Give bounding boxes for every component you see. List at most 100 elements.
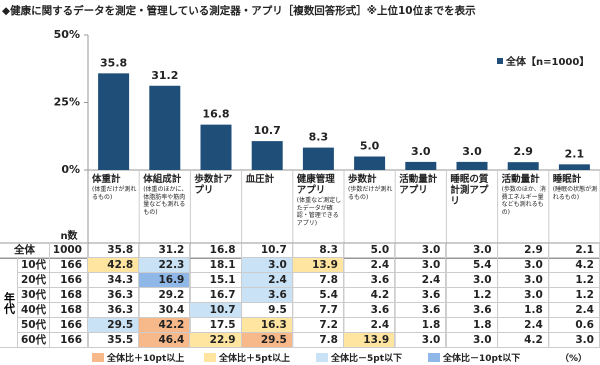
table-cell: 3.6	[446, 303, 498, 318]
page-title: ◆健康に関するデータを測定・管理している測定器・アプリ［複数回答形式］※上位10…	[2, 5, 476, 17]
table-cell: 1.2	[548, 273, 600, 288]
table-cell: 5.4	[446, 258, 498, 273]
value-label: 2.9	[513, 145, 533, 158]
category-label: 健康管理アプリ (体重など測定したデータが確認・管理できるアプリ)	[296, 174, 342, 227]
table-cell: 3.6	[395, 288, 447, 303]
y-tick-label: 25%	[54, 96, 80, 109]
y-tick-label: 0%	[61, 163, 80, 176]
legend-swatch	[204, 352, 216, 362]
table-cell: 36.3	[88, 303, 140, 318]
row-label: 40代	[18, 303, 50, 318]
table-cell: 7.8	[292, 273, 344, 288]
value-label: 35.8	[100, 56, 127, 69]
table-cell: 36.3	[88, 288, 140, 303]
table-cell: 4.2	[497, 333, 549, 348]
table-cell: 3.6	[395, 303, 447, 318]
table-cell: 16.3	[241, 318, 293, 333]
row-n: 168	[50, 288, 88, 303]
value-label: 31.2	[151, 69, 178, 82]
table-cell: 16.9	[139, 273, 191, 288]
value-label: 5.0	[360, 140, 380, 153]
table-legend-item: 全体比－10pt以下	[428, 351, 520, 364]
row-n: 166	[50, 273, 88, 288]
table-legend-item: 全体比＋10pt以上	[92, 351, 185, 364]
table-cell: 1.2	[446, 288, 498, 303]
table-cell: 22.9	[190, 333, 242, 348]
table-cell: 13.9	[344, 333, 396, 348]
category-note: (体重など測定したデータが確認・管理できるアプリ)	[296, 197, 342, 227]
table-cell: 42.2	[139, 318, 191, 333]
table-cell: 3.0	[497, 288, 549, 303]
row-label: 60代	[18, 333, 50, 348]
table-cell: 3.0	[241, 258, 293, 273]
table-cell: 16.7	[190, 288, 242, 303]
table-cell: 2.4	[497, 318, 549, 333]
table-cell: 3.6	[344, 303, 396, 318]
category-label: 歩数計アプリ	[194, 174, 233, 196]
legend-swatch	[497, 58, 503, 64]
table-cell: 9.5	[241, 303, 293, 318]
table-cell: 5.0	[344, 243, 396, 258]
row-n: 166	[50, 318, 88, 333]
category-label: 睡眠の質計測アプリ	[450, 174, 489, 207]
bar	[456, 161, 488, 170]
category-note: (体重だけが測れるもの)	[92, 186, 137, 201]
table-cell: 7.2	[292, 318, 344, 333]
table-cell: 10.7	[241, 243, 293, 258]
table-cell: 1.2	[548, 288, 600, 303]
table-cell: 2.4	[548, 303, 600, 318]
table-cell: 4.2	[344, 288, 396, 303]
value-label: 10.7	[254, 124, 281, 137]
bar	[405, 161, 437, 170]
y-tick-label: 50%	[54, 28, 80, 41]
table-cell: 10.7	[190, 303, 242, 318]
table-cell: 3.0	[446, 273, 498, 288]
table-cell: 5.4	[292, 288, 344, 303]
category-label: 血圧計	[245, 174, 275, 185]
bar	[302, 147, 334, 170]
legend-swatch	[92, 352, 104, 362]
table-cell: 22.3	[139, 258, 191, 273]
table-cell: 34.3	[88, 273, 140, 288]
legend-swatch	[316, 352, 328, 362]
category-label: 活動量計アプリ	[399, 174, 438, 196]
value-label: 3.0	[411, 145, 431, 158]
category-label: 体重計 (体重だけが測れるもの)	[92, 174, 137, 201]
table-cell: 2.4	[344, 318, 396, 333]
table-cell: 13.9	[292, 258, 344, 273]
bar	[251, 141, 283, 170]
table-cell: 18.1	[190, 258, 242, 273]
bar	[354, 156, 386, 170]
category-note: (歩数だけが測れるもの)	[348, 186, 393, 201]
table-cell: 1.8	[497, 303, 549, 318]
unit-label: （%）	[560, 353, 588, 364]
table-cell: 3.0	[548, 333, 600, 348]
value-label: 16.8	[202, 108, 229, 121]
table-cell: 3.0	[395, 243, 447, 258]
table-cell: 2.4	[241, 273, 293, 288]
table-cell: 31.2	[139, 243, 191, 258]
category-note: (睡眠の状態が測れるもの)	[552, 186, 598, 201]
value-label: 3.0	[462, 145, 482, 158]
table-legend-item: 全体比－5pt以下	[316, 351, 402, 364]
value-label: 2.1	[565, 147, 585, 160]
category-note: (体重のほかに、体脂肪率や筋肉量なども測れるもの)	[143, 186, 188, 216]
row-n: 1000	[50, 243, 88, 258]
table-cell: 4.2	[548, 258, 600, 273]
table-cell: 1.8	[395, 318, 447, 333]
table-cell: 35.5	[88, 333, 140, 348]
table-legend-item: 全体比＋5pt以上	[204, 351, 290, 364]
table-cell: 7.8	[292, 333, 344, 348]
bar	[558, 164, 590, 170]
legend-label: 全体比＋10pt以上	[107, 353, 185, 364]
table-cell: 3.0	[497, 258, 549, 273]
table-cell: 7.7	[292, 303, 344, 318]
table-cell: 3.6	[344, 273, 396, 288]
table-cell: 3.0	[446, 243, 498, 258]
category-label: 体組成計 (体重のほかに、体脂肪率や筋肉量なども測れるもの)	[143, 174, 188, 216]
table-cell: 15.1	[190, 273, 242, 288]
bar	[98, 73, 130, 170]
legend-label: 全体【n=1000】	[505, 55, 589, 68]
table-cell: 46.4	[139, 333, 191, 348]
